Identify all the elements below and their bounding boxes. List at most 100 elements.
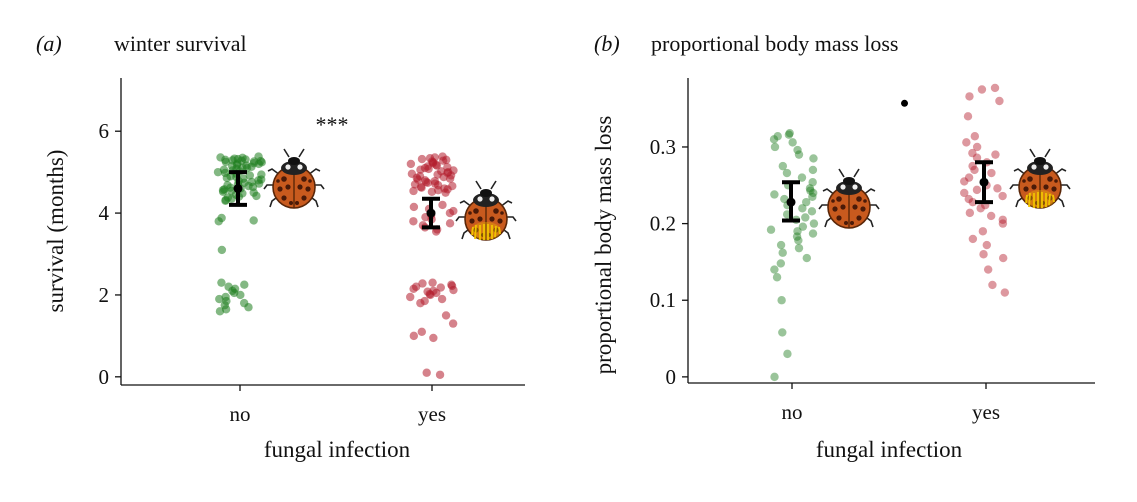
data-point bbox=[417, 327, 427, 336]
data-point bbox=[438, 156, 448, 165]
panel-a-y-ticks: 0 2 4 6 bbox=[99, 119, 121, 389]
data-point bbox=[808, 229, 818, 238]
data-point bbox=[416, 165, 425, 174]
data-point bbox=[808, 192, 817, 201]
data-point bbox=[998, 219, 1008, 228]
outlier-point bbox=[901, 99, 909, 107]
data-point bbox=[249, 216, 258, 225]
data-point bbox=[449, 285, 458, 295]
data-point bbox=[964, 194, 973, 204]
mean-point bbox=[979, 177, 989, 187]
data-point bbox=[968, 148, 977, 158]
data-point bbox=[963, 112, 973, 121]
data-point bbox=[424, 164, 433, 174]
data-point bbox=[802, 197, 811, 207]
data-point bbox=[960, 177, 969, 186]
data-point bbox=[240, 280, 249, 289]
data-point bbox=[215, 307, 225, 316]
data-point bbox=[213, 167, 223, 177]
data-point bbox=[770, 265, 779, 274]
data-point bbox=[426, 290, 435, 300]
panel-a-points bbox=[213, 152, 458, 379]
data-point bbox=[770, 190, 779, 199]
data-point bbox=[773, 132, 782, 141]
data-point bbox=[806, 186, 815, 195]
data-point bbox=[783, 349, 792, 359]
x-tick-label: yes bbox=[418, 402, 446, 426]
data-point bbox=[221, 196, 230, 205]
data-point bbox=[794, 243, 804, 253]
data-point bbox=[968, 197, 977, 207]
data-point bbox=[807, 207, 817, 216]
mean-point bbox=[233, 184, 243, 194]
data-point bbox=[435, 370, 445, 379]
data-point bbox=[780, 194, 789, 204]
data-point bbox=[805, 184, 815, 193]
data-point bbox=[406, 292, 415, 302]
panel-a-error-bars bbox=[229, 170, 440, 230]
data-point bbox=[222, 173, 232, 183]
data-point bbox=[422, 368, 431, 377]
data-point bbox=[254, 159, 263, 169]
infected-ladybird-icon bbox=[455, 180, 517, 241]
data-point bbox=[972, 185, 982, 195]
data-point bbox=[968, 234, 978, 244]
data-point bbox=[802, 253, 812, 263]
data-point bbox=[809, 154, 818, 163]
data-point bbox=[986, 211, 996, 221]
data-point bbox=[793, 227, 802, 236]
y-tick-label: 6 bbox=[99, 119, 110, 143]
data-point bbox=[794, 236, 803, 245]
data-point bbox=[409, 217, 418, 226]
panel-b: (b) proportional body mass loss 00.10.20… bbox=[591, 31, 1095, 462]
data-point bbox=[987, 168, 996, 178]
panel-b-error-bars bbox=[782, 160, 993, 223]
data-point bbox=[988, 280, 997, 290]
data-point bbox=[766, 225, 776, 234]
data-point bbox=[965, 92, 974, 101]
x-tick-label: no bbox=[230, 402, 251, 426]
data-point bbox=[793, 145, 802, 155]
infected-ladybird-icon bbox=[1009, 148, 1071, 209]
data-point bbox=[977, 85, 987, 94]
mean-point bbox=[426, 208, 436, 218]
data-point bbox=[998, 253, 1008, 263]
x-tick-label: yes bbox=[972, 400, 1000, 424]
panel-b-title: proportional body mass loss bbox=[651, 31, 899, 56]
panel-a-y-label: survival (months) bbox=[43, 150, 68, 313]
panel-a-letter: (a) bbox=[36, 31, 62, 56]
data-point bbox=[960, 188, 969, 198]
data-point bbox=[244, 303, 253, 312]
data-point bbox=[798, 204, 807, 213]
data-point bbox=[808, 188, 818, 198]
panel-b-y-ticks: 0 0.1 0.2 0.3 bbox=[650, 135, 688, 389]
data-point bbox=[797, 173, 807, 182]
panel-a-significance: *** bbox=[316, 112, 349, 137]
data-point bbox=[777, 296, 786, 305]
data-point bbox=[416, 298, 425, 308]
data-point bbox=[441, 188, 450, 197]
data-point bbox=[968, 161, 977, 171]
data-point bbox=[409, 202, 419, 212]
data-point bbox=[993, 184, 1002, 193]
panel-b-letter: (b) bbox=[594, 31, 620, 56]
data-point bbox=[218, 187, 228, 196]
data-point bbox=[429, 333, 438, 343]
data-point bbox=[972, 142, 982, 152]
data-point bbox=[428, 278, 437, 287]
x-tick-label: no bbox=[782, 400, 803, 424]
data-point bbox=[770, 372, 779, 382]
data-point bbox=[976, 204, 985, 213]
data-point bbox=[778, 248, 787, 257]
ladybird-icon bbox=[818, 168, 880, 229]
data-point bbox=[808, 178, 817, 187]
data-point bbox=[770, 142, 780, 152]
data-point bbox=[437, 294, 447, 304]
panel-b-x-label: fungal infection bbox=[816, 437, 963, 462]
panel-a-x-label: fungal infection bbox=[264, 437, 411, 462]
data-point bbox=[965, 208, 975, 218]
panel-a: (a) winter survival 0 2 4 6 no yes survival … bbox=[36, 31, 525, 462]
panel-b-x-ticks: no yes bbox=[782, 383, 1000, 424]
data-point bbox=[808, 165, 818, 175]
